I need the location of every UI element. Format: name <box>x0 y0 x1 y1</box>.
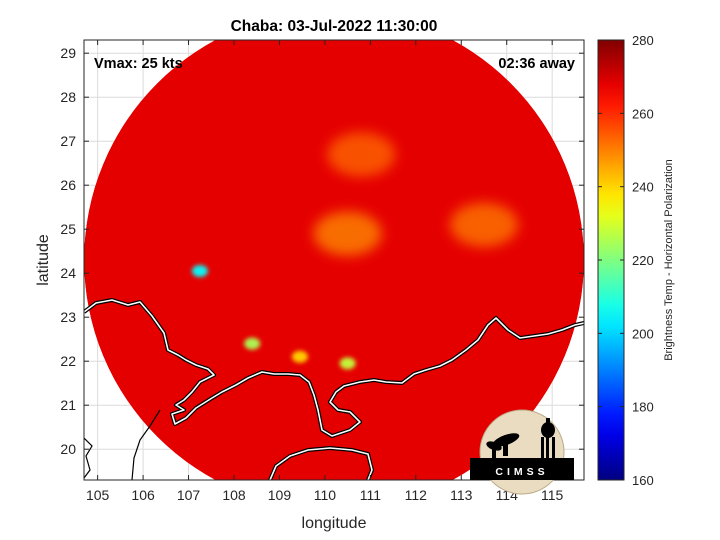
colorbar-tick-label: 180 <box>632 400 654 415</box>
colorbar-label: Brightness Temp - Horizontal Polarizatio… <box>663 159 675 361</box>
y-tick-label: 23 <box>60 309 76 325</box>
colorbar-tick-label: 240 <box>632 180 654 195</box>
feature-convective-cell <box>191 265 208 277</box>
colorbar-tick-label: 200 <box>632 326 654 341</box>
swath-background <box>84 40 584 480</box>
y-tick-label: 29 <box>60 45 76 61</box>
y-tick-label: 27 <box>60 133 76 149</box>
feature-convective-cell <box>291 350 308 363</box>
feature-outer-band-east <box>450 202 518 247</box>
cimss-logo: CIMSS <box>470 409 574 495</box>
colorbar-tick-label: 160 <box>632 473 654 488</box>
x-tick-label: 111 <box>360 487 381 503</box>
x-tick-label: 112 <box>405 487 428 503</box>
y-tick-label: 25 <box>60 221 76 237</box>
colorbar-tick-label: 260 <box>632 106 654 121</box>
chart-title: Chaba: 03-Jul-2022 11:30:00 <box>231 18 438 35</box>
y-axis-label: latitude <box>35 234 52 286</box>
time-away-annotation: 02:36 away <box>498 56 575 72</box>
x-tick-label: 113 <box>450 487 473 503</box>
x-tick-label: 115 <box>541 487 564 503</box>
colorbar: 160 180 200 220 240 260 280 Brightness Temp - … <box>597 33 675 488</box>
x-tick-label: 107 <box>177 487 201 503</box>
y-tick-label: 28 <box>60 89 76 105</box>
coastline <box>84 298 584 480</box>
feature-spiral-band-north <box>327 132 396 177</box>
x-tick-label: 110 <box>314 487 337 503</box>
y-tick-label: 22 <box>60 353 76 369</box>
cimss-logo-text: CIMSS <box>495 466 548 478</box>
feature-convective-cell <box>244 337 261 350</box>
x-axis-label: longitude <box>302 515 367 532</box>
axes-frame <box>83 39 585 481</box>
feature-convective-cell <box>339 357 356 370</box>
colorbar-tick-label: 280 <box>632 33 654 48</box>
axis-ticks: 105 106 107 108 109 110 111 112 113 114 1152021222… <box>60 40 584 503</box>
vmax-annotation: Vmax: 25 kts <box>94 56 183 72</box>
feature-spiral-band-core <box>313 211 382 256</box>
x-tick-label: 108 <box>222 487 246 503</box>
y-tick-label: 21 <box>60 397 76 413</box>
colorbar-tick-label: 220 <box>632 253 654 268</box>
y-tick-label: 20 <box>60 441 76 457</box>
y-tick-label: 24 <box>60 265 76 281</box>
colorbar-gradient <box>597 39 625 481</box>
x-tick-label: 106 <box>131 487 155 503</box>
x-tick-label: 105 <box>86 487 110 503</box>
x-tick-label: 109 <box>268 487 292 503</box>
y-tick-label: 26 <box>60 177 76 193</box>
